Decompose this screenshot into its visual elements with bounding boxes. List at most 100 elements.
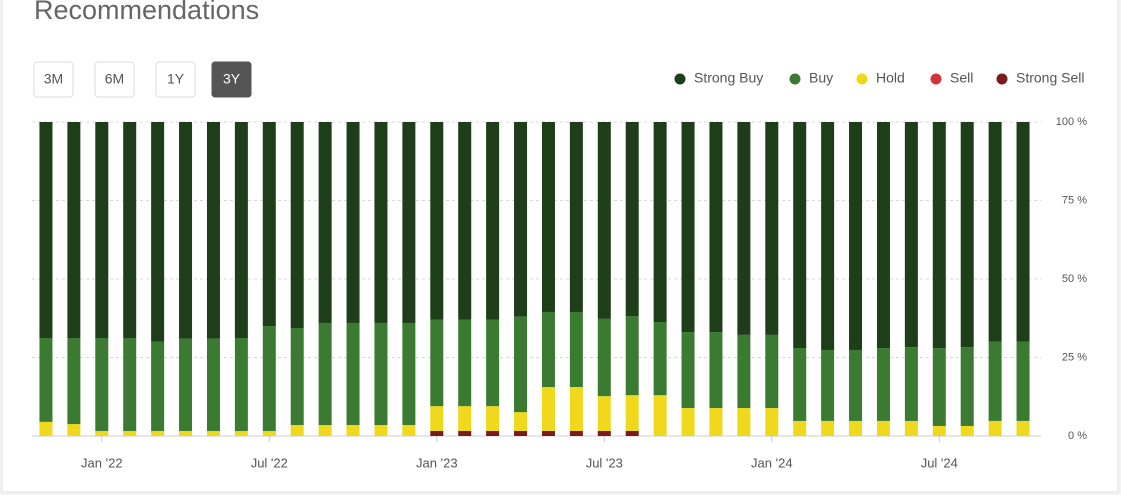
bar-segment bbox=[765, 122, 779, 335]
button-box[interactable] bbox=[211, 61, 252, 98]
bar-segment bbox=[458, 430, 472, 436]
bar-segment bbox=[318, 425, 332, 436]
bar-segment bbox=[290, 327, 304, 426]
bar-segment bbox=[486, 319, 500, 407]
bar-segment bbox=[849, 420, 863, 436]
bar-segment bbox=[262, 122, 276, 327]
bar-segment bbox=[123, 122, 137, 339]
legend-label: Hold bbox=[876, 70, 905, 86]
bar-segment bbox=[374, 122, 388, 323]
bar-segment bbox=[625, 316, 639, 396]
bar-segment bbox=[374, 322, 388, 426]
bar-segment bbox=[179, 122, 193, 339]
bar-segment bbox=[904, 122, 918, 348]
range-buttons: 3M 6M 1Y 3Y bbox=[33, 61, 252, 98]
bar-segment bbox=[988, 420, 1002, 436]
bar-segment bbox=[206, 122, 220, 339]
bar-segment bbox=[346, 122, 360, 323]
bar-segment bbox=[821, 420, 835, 436]
bar-segment bbox=[765, 408, 779, 436]
bar-segment bbox=[151, 341, 165, 431]
bar-segment bbox=[458, 319, 472, 407]
bar-segment bbox=[932, 425, 946, 436]
legend-swatch bbox=[674, 73, 686, 85]
bar-segment bbox=[486, 430, 500, 436]
x-tick-label: Jan '22 bbox=[81, 455, 123, 470]
bar-segment bbox=[514, 412, 528, 431]
range-button[interactable]: 1Y bbox=[155, 61, 196, 98]
x-tick-label: Jul '23 bbox=[586, 455, 623, 470]
bar-segment bbox=[458, 122, 472, 320]
legend-swatch bbox=[996, 73, 1008, 85]
button-label[interactable]: 1Y bbox=[167, 71, 185, 87]
bar-segment bbox=[625, 395, 639, 431]
bar-segment bbox=[737, 408, 751, 436]
bar-segment bbox=[960, 122, 974, 348]
y-tick-label: 75 % bbox=[1062, 194, 1087, 206]
bar-segment bbox=[681, 332, 695, 409]
range-button[interactable]: 6M bbox=[94, 61, 135, 98]
bar-segment bbox=[179, 338, 193, 431]
y-tick-label: 25 % bbox=[1062, 351, 1087, 363]
button-label[interactable]: 3M bbox=[44, 71, 63, 87]
range-button[interactable]: 3M bbox=[33, 61, 74, 98]
bar-segment bbox=[402, 122, 416, 323]
bar-segment bbox=[681, 122, 695, 333]
bar-segment bbox=[932, 122, 946, 349]
bar-segment bbox=[821, 349, 835, 421]
button-box[interactable] bbox=[94, 61, 135, 98]
bar-segment bbox=[67, 122, 81, 339]
button-label[interactable]: 3Y bbox=[223, 71, 241, 87]
button-label[interactable]: 6M bbox=[105, 71, 124, 87]
bar-segment bbox=[737, 122, 751, 335]
bar-segment bbox=[95, 430, 109, 436]
legend-label: Sell bbox=[950, 70, 973, 86]
legend-swatch bbox=[930, 73, 942, 85]
bar-segment bbox=[1016, 122, 1030, 342]
bar-segment bbox=[821, 122, 835, 350]
bar-segment bbox=[39, 122, 53, 339]
bar-segment bbox=[39, 421, 53, 436]
bar-segment bbox=[39, 338, 53, 422]
bar-segment bbox=[988, 122, 1002, 342]
x-tick-label: Jul '22 bbox=[251, 455, 288, 470]
bar-segment bbox=[151, 122, 165, 342]
bar-segment bbox=[346, 425, 360, 436]
bar-segment bbox=[290, 425, 304, 436]
bar-segment bbox=[123, 338, 137, 431]
bar-segment bbox=[765, 334, 779, 409]
bar-segment bbox=[569, 430, 583, 436]
bar-segment bbox=[1016, 341, 1030, 421]
bar-segment bbox=[374, 425, 388, 436]
bar-segment bbox=[430, 430, 444, 436]
bar-segment bbox=[262, 326, 276, 431]
bar-segment bbox=[988, 341, 1002, 421]
legend-label: Buy bbox=[809, 70, 833, 86]
button-box[interactable] bbox=[33, 61, 74, 98]
bar-segment bbox=[597, 318, 611, 397]
bar-segment bbox=[597, 396, 611, 431]
bar-segment bbox=[541, 387, 555, 431]
bar-segment bbox=[486, 406, 500, 431]
bar-segment bbox=[876, 420, 890, 436]
legend-swatch bbox=[856, 73, 868, 85]
bar-segment bbox=[206, 338, 220, 431]
bar-segment bbox=[430, 122, 444, 320]
bar-segment bbox=[318, 322, 332, 426]
bar-segment bbox=[960, 425, 974, 436]
bar-segment bbox=[681, 408, 695, 436]
bar-segment bbox=[123, 430, 137, 436]
bar-segment bbox=[737, 334, 751, 409]
bar-segment bbox=[318, 122, 332, 323]
bar-segment bbox=[430, 319, 444, 407]
bar-segment bbox=[793, 122, 807, 349]
bar-segment bbox=[709, 122, 723, 333]
legend: Strong Buy Buy Hold Sell Strong Sell bbox=[674, 70, 1084, 86]
range-button[interactable]: 3Y bbox=[211, 61, 252, 98]
button-box[interactable] bbox=[155, 61, 196, 98]
bar-segment bbox=[486, 122, 500, 320]
bar-segment bbox=[849, 349, 863, 421]
bar-segment bbox=[541, 430, 555, 436]
bar-segment bbox=[514, 316, 528, 413]
